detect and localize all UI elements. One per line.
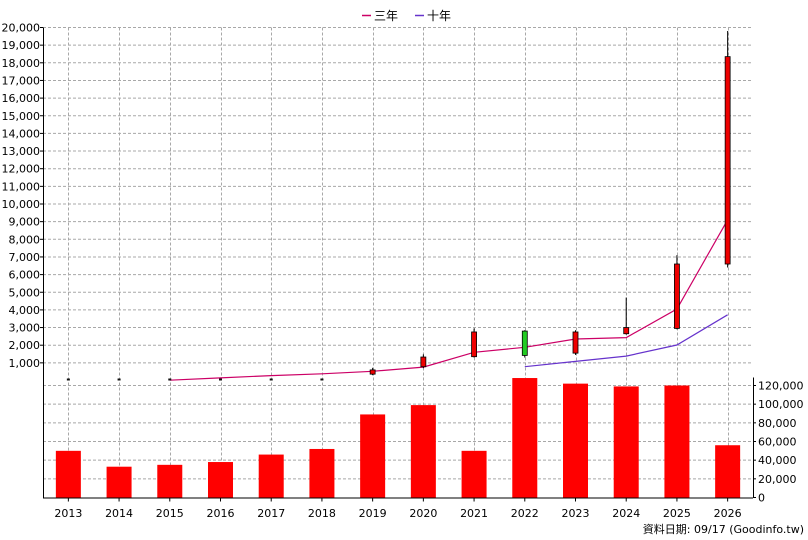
candle-body — [471, 331, 477, 358]
legend-item-three-year: 三年 — [362, 9, 398, 23]
candle-body — [521, 330, 528, 356]
x-tick-label-2023: 2023 — [562, 507, 590, 520]
axes — [43, 27, 754, 499]
price-tick-label: 15,000 — [2, 110, 41, 123]
price-tick-label: 3,000 — [9, 322, 41, 335]
volume-tick-label: 60,000 — [758, 436, 797, 449]
data-date-footer: 資料日期: 09/17 (Goodinfo.tw) — [643, 522, 804, 536]
price-tick-label: 14,000 — [2, 127, 41, 140]
volume-bar-2023 — [563, 383, 588, 498]
x-tick-label-2024: 2024 — [612, 507, 640, 520]
x-tick-label-2017: 2017 — [257, 507, 285, 520]
legend: 三年 十年 — [362, 9, 451, 23]
price-tick-label: 11,000 — [2, 180, 41, 193]
volume-tick-label: 80,000 — [758, 417, 797, 430]
price-tick-label: 19,000 — [2, 39, 41, 52]
x-tick-label-2013: 2013 — [54, 507, 82, 520]
candle-body — [420, 356, 427, 368]
candle-body — [168, 378, 172, 381]
candle-2018 — [320, 378, 324, 381]
candle-body — [369, 369, 376, 375]
volume-bar-2026 — [715, 445, 741, 498]
candle-body — [623, 327, 630, 335]
candlesticks — [66, 31, 731, 381]
x-tick-label-2015: 2015 — [156, 507, 184, 520]
candle-2024 — [623, 297, 630, 335]
legend-label: 十年 — [427, 9, 451, 23]
x-tick-label-2021: 2021 — [460, 507, 488, 520]
candle-2022 — [521, 330, 528, 358]
legend-label: 三年 — [374, 9, 398, 23]
volume-bar-2019 — [360, 414, 386, 498]
candle-2021 — [471, 328, 477, 358]
price-tick-label: 8,000 — [9, 233, 41, 246]
volume-bar-2014 — [106, 466, 132, 498]
volume-tick-label: 0 — [758, 492, 765, 505]
candle-body — [572, 331, 579, 354]
moving-average-lines — [169, 219, 729, 381]
price-tick-label: 1,000 — [9, 357, 41, 370]
x-axis-ticks: 2013 2014 2015 2016 2017 2018 2019 2020 2021 2022… — [54, 497, 742, 520]
volume-bar-2013 — [55, 450, 81, 498]
volume-bars — [55, 378, 741, 498]
candle-body — [219, 378, 222, 381]
candle-2019 — [369, 367, 376, 376]
price-axis-ticks: 1,000 2,000 3,000 4,000 5,000 6,000 7,000 8,000… — [2, 22, 43, 370]
volume-bar-2022 — [512, 378, 538, 498]
candle-body — [320, 378, 324, 381]
price-tick-label: 20,000 — [2, 22, 41, 35]
volume-axis-ticks: 0 20,000 40,000 60,000 80,000 100,000 120,000 — [753, 380, 804, 505]
volume-tick-label: 100,000 — [758, 398, 804, 411]
candle-2020 — [420, 354, 427, 369]
price-tick-label: 2,000 — [9, 339, 41, 352]
volume-tick-label: 40,000 — [758, 454, 797, 467]
candle-body — [269, 378, 273, 381]
ma-line-three-year — [169, 219, 729, 381]
candle-2025 — [674, 255, 680, 330]
x-tick-label-2019: 2019 — [359, 507, 387, 520]
price-tick-label: 18,000 — [2, 57, 41, 70]
price-tick-label: 6,000 — [9, 269, 41, 282]
candle-2023 — [572, 330, 579, 355]
x-tick-label-2025: 2025 — [663, 507, 691, 520]
volume-tick-label: 20,000 — [758, 473, 797, 486]
candle-2016 — [219, 378, 222, 381]
x-tick-label-2020: 2020 — [409, 507, 437, 520]
price-tick-label: 9,000 — [9, 216, 41, 229]
price-tick-label: 10,000 — [2, 198, 41, 211]
volume-bar-2020 — [410, 405, 436, 498]
candle-2026 — [724, 31, 731, 268]
candle-2015 — [168, 378, 172, 381]
volume-bar-2021 — [461, 450, 487, 498]
candle-2017 — [269, 378, 273, 381]
volume-bar-2025 — [664, 385, 690, 498]
volume-bar-2017 — [258, 454, 284, 498]
x-tick-label-2018: 2018 — [308, 507, 336, 520]
volume-bar-2024 — [613, 386, 639, 498]
x-tick-label-2016: 2016 — [207, 507, 235, 520]
x-tick-label-2022: 2022 — [511, 507, 539, 520]
candle-body — [117, 378, 121, 381]
x-tick-label-2026: 2026 — [714, 507, 742, 520]
candle-2013 — [66, 378, 70, 381]
legend-item-ten-year: 十年 — [415, 9, 451, 23]
candle-body — [724, 56, 731, 265]
candle-body — [66, 378, 70, 381]
price-tick-label: 12,000 — [2, 163, 41, 176]
price-tick-label: 5,000 — [9, 286, 41, 299]
x-tick-label-2014: 2014 — [105, 507, 133, 520]
price-tick-label: 7,000 — [9, 251, 41, 264]
price-tick-label: 17,000 — [2, 74, 41, 87]
candle-2014 — [117, 378, 121, 381]
price-tick-label: 4,000 — [9, 304, 41, 317]
price-tick-label: 13,000 — [2, 145, 41, 158]
volume-bar-2016 — [208, 462, 233, 498]
ma-line-ten-year — [524, 314, 728, 368]
volume-tick-label: 120,000 — [758, 380, 804, 393]
volume-bar-2018 — [309, 448, 335, 498]
price-tick-label: 16,000 — [2, 92, 41, 105]
candle-body — [674, 263, 680, 329]
volume-bar-2015 — [157, 464, 183, 498]
